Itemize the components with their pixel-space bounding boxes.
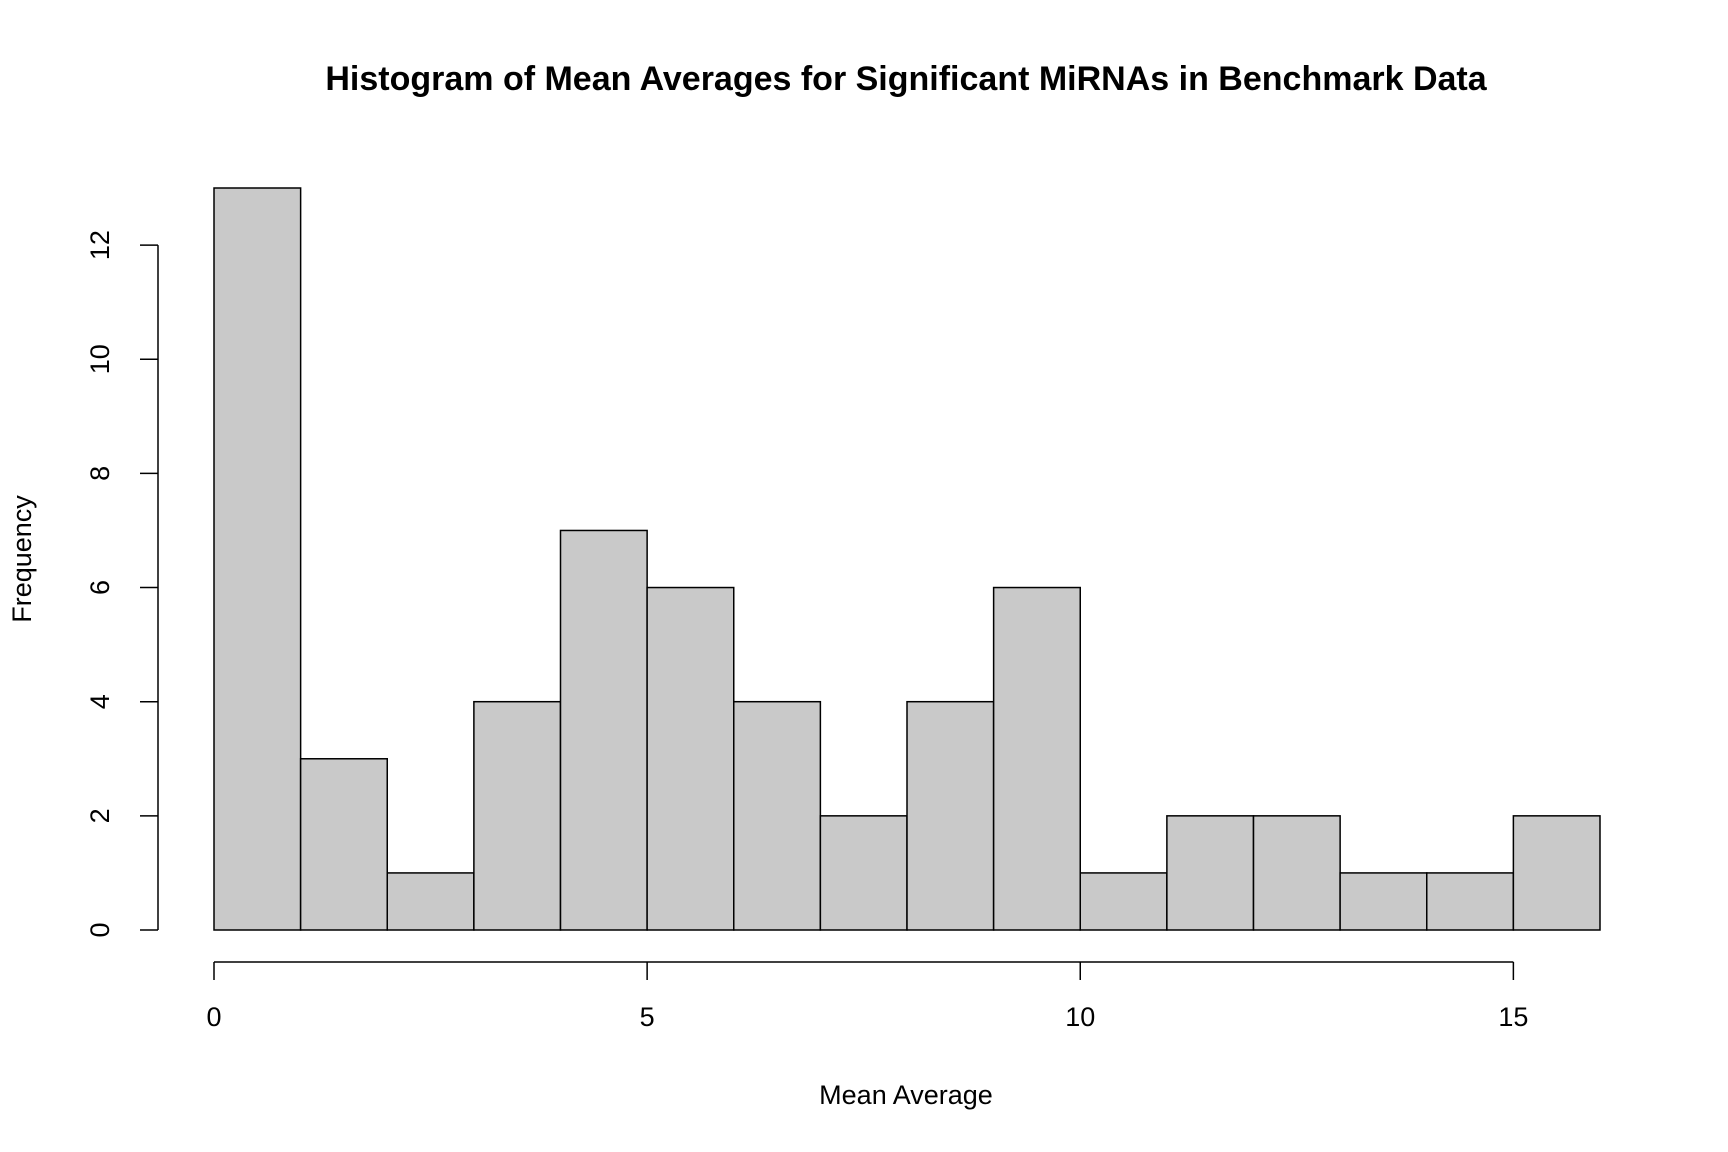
y-tick-label: 10 [85, 344, 115, 374]
y-axis-label: Frequency [7, 495, 37, 623]
bar [1079, 872, 1168, 931]
bar [1166, 815, 1255, 931]
bar [473, 700, 562, 931]
y-tick-label: 6 [85, 580, 115, 595]
bar [559, 529, 648, 931]
bar [386, 872, 475, 931]
bar [213, 187, 302, 931]
y-tick-label: 2 [85, 808, 115, 823]
bar [1426, 872, 1515, 931]
bar [819, 815, 908, 931]
bar [906, 700, 995, 931]
bar [1512, 815, 1601, 931]
y-tick-label: 12 [85, 230, 115, 260]
bar [733, 700, 822, 931]
y-tick-label: 4 [85, 694, 115, 709]
bar [992, 586, 1081, 931]
bar [1339, 872, 1428, 931]
x-tick-label: 10 [1065, 1002, 1095, 1032]
bar [299, 758, 388, 931]
x-tick-label: 0 [206, 1002, 221, 1032]
chart-title: Histogram of Mean Averages for Significa… [325, 60, 1487, 98]
bar [646, 586, 735, 931]
y-tick-label: 8 [85, 466, 115, 481]
x-axis-label: Mean Average [819, 1080, 993, 1110]
x-tick-label: 15 [1498, 1002, 1528, 1032]
y-tick-label: 0 [85, 922, 115, 937]
x-tick-label: 5 [640, 1002, 655, 1032]
bar [1252, 815, 1341, 931]
